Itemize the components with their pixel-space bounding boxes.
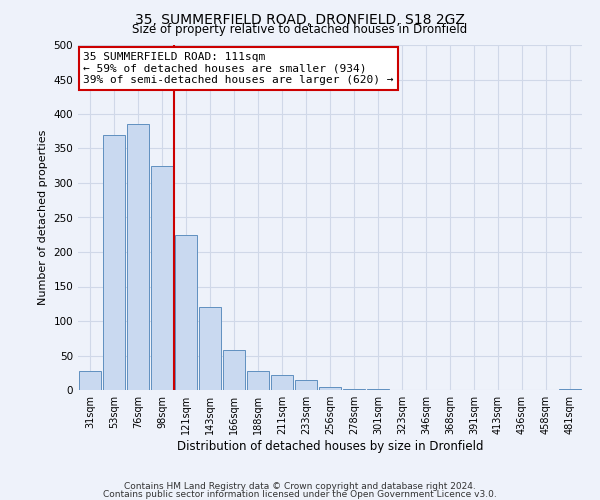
Bar: [199, 307, 221, 390]
Bar: [559, 388, 581, 390]
Bar: [247, 372, 269, 390]
X-axis label: Distribution of detached houses by size in Dronfield: Distribution of detached houses by size …: [177, 440, 483, 453]
Bar: [79, 372, 101, 390]
Text: 35, SUMMERFIELD ROAD, DRONFIELD, S18 2GZ: 35, SUMMERFIELD ROAD, DRONFIELD, S18 2GZ: [135, 12, 465, 26]
Text: Contains public sector information licensed under the Open Government Licence v3: Contains public sector information licen…: [103, 490, 497, 499]
Bar: [103, 134, 125, 390]
Bar: [151, 166, 173, 390]
Bar: [175, 235, 197, 390]
Bar: [223, 350, 245, 390]
Y-axis label: Number of detached properties: Number of detached properties: [38, 130, 48, 305]
Bar: [271, 375, 293, 390]
Text: Size of property relative to detached houses in Dronfield: Size of property relative to detached ho…: [133, 22, 467, 36]
Bar: [319, 386, 341, 390]
Text: Contains HM Land Registry data © Crown copyright and database right 2024.: Contains HM Land Registry data © Crown c…: [124, 482, 476, 491]
Bar: [343, 388, 365, 390]
Bar: [127, 124, 149, 390]
Text: 35 SUMMERFIELD ROAD: 111sqm
← 59% of detached houses are smaller (934)
39% of se: 35 SUMMERFIELD ROAD: 111sqm ← 59% of det…: [83, 52, 394, 85]
Bar: [295, 380, 317, 390]
